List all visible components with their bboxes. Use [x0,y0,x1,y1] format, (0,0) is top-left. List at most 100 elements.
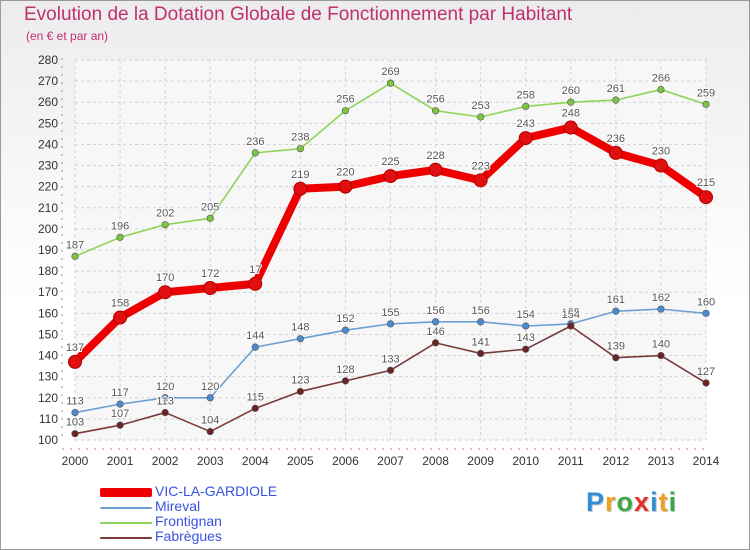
data-label: 120 [201,381,219,393]
logo-letter: x [634,487,651,517]
data-point [522,345,530,353]
data-point [518,131,533,146]
data-point [251,404,259,412]
data-label: 152 [336,313,354,325]
data-point [702,309,710,317]
x-tick-label: 2010 [512,454,539,468]
data-label: 17 [249,264,261,276]
data-label: 156 [471,305,489,317]
data-point [71,408,79,417]
legend-label: Mireval [155,498,201,514]
data-label: 205 [201,201,219,213]
data-label: 172 [201,268,219,280]
y-tick-label: 170 [38,285,58,299]
data-label: 139 [607,341,625,353]
y-tick-label: 220 [38,180,58,194]
data-label: 104 [201,415,219,427]
data-point [296,335,304,343]
data-label: 261 [607,83,625,95]
data-label: 220 [336,167,354,179]
data-label: 236 [607,133,625,145]
data-label: 144 [246,330,264,342]
data-label: 161 [607,294,625,306]
data-labels: 187 196 202 205 236 238 256 269 256 253 258 260 261 2… [65,65,716,429]
x-tick-label: 2000 [62,454,89,468]
legend-swatch [100,536,152,539]
data-label: 196 [111,220,129,232]
data-label: 248 [562,108,580,120]
data-label: 223 [471,160,489,172]
y-tick-label: 110 [39,412,58,426]
x-tick-label: 2014 [693,454,720,468]
x-tick-label: 2012 [603,454,630,468]
y-tick-label: 260 [38,95,58,109]
data-point [612,307,620,315]
data-label: 156 [426,305,444,317]
y-tick-label: 250 [38,116,58,130]
data-point [161,221,169,229]
data-point [68,354,82,369]
data-point [428,162,443,177]
logo-letter: o [616,487,635,517]
x-tick-label: 2011 [558,454,584,468]
y-tick-label: 180 [38,264,58,278]
x-tick-label: 2007 [377,454,404,468]
data-label: 107 [111,408,129,420]
data-label: 162 [652,292,670,304]
data-label: 238 [291,132,309,144]
plot-area [75,60,706,440]
x-tick-label: 2008 [422,454,449,468]
x-tick-label: 2013 [648,454,675,468]
data-label: 155 [562,307,580,319]
series-lines [68,79,713,438]
legend-label: Frontignan [155,513,222,529]
data-point [341,377,350,385]
data-label: 230 [652,146,670,158]
data-point [386,320,395,328]
data-point [699,190,713,205]
data-label: 143 [517,332,535,344]
data-point [116,233,124,241]
data-label: 202 [156,208,174,220]
data-point [477,318,485,326]
data-label: 128 [336,364,354,376]
data-point [702,100,710,108]
data-label: 259 [697,87,715,99]
y-tick-label: 140 [38,349,58,363]
data-point [477,113,485,121]
data-point [383,169,398,184]
x-tick-label: 2009 [467,454,494,468]
y-tick-label: 100 [38,433,58,447]
data-label: 158 [111,298,129,310]
logo-letter: r [605,487,617,517]
data-point [386,366,395,374]
data-point [612,96,620,104]
data-point [612,354,620,362]
y-tick-label: 200 [38,222,58,236]
data-label: 141 [471,336,489,348]
grid [74,59,707,441]
legend-swatch [100,521,152,524]
y-tick-label: 210 [38,201,58,215]
data-label: 113 [66,396,84,408]
data-point [206,394,214,402]
x-tick-label: 2005 [287,454,314,468]
data-label: 258 [517,89,535,101]
y-tick-label: 280 [38,53,58,67]
legend-swatch [100,488,152,497]
data-point [431,339,440,347]
data-point [567,98,575,106]
data-label: 117 [111,387,129,399]
data-point [296,145,304,153]
y-tick-label: 190 [38,243,58,257]
data-point [158,285,173,300]
logo-letter: i [668,487,678,517]
data-point [657,351,665,360]
data-label: 133 [381,353,399,365]
data-label: 225 [381,156,399,168]
data-point [206,427,214,436]
chart-title: Evolution de la Dotation Globale de Fonc… [24,4,573,25]
data-label: 228 [426,150,444,162]
data-point [567,322,575,330]
